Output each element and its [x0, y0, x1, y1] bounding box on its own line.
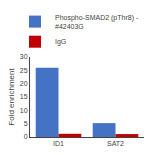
- svg-text:10: 10: [20, 107, 28, 114]
- svg-text:5: 5: [24, 120, 28, 127]
- svg-text:30: 30: [20, 53, 28, 60]
- svg-text:ID1: ID1: [53, 140, 64, 147]
- svg-text:25: 25: [20, 67, 28, 74]
- svg-text:20: 20: [20, 80, 28, 87]
- svg-text:0: 0: [24, 133, 28, 140]
- svg-text:SAT2: SAT2: [107, 140, 124, 147]
- svg-text:15: 15: [20, 93, 28, 100]
- svg-text:IgG: IgG: [55, 38, 66, 46]
- svg-text:Phospho-SMAD2 (pThr8) -#42403G: Phospho-SMAD2 (pThr8) -#42403G: [55, 14, 139, 30]
- svg-text:Fold enrichment: Fold enrichment: [7, 68, 16, 126]
